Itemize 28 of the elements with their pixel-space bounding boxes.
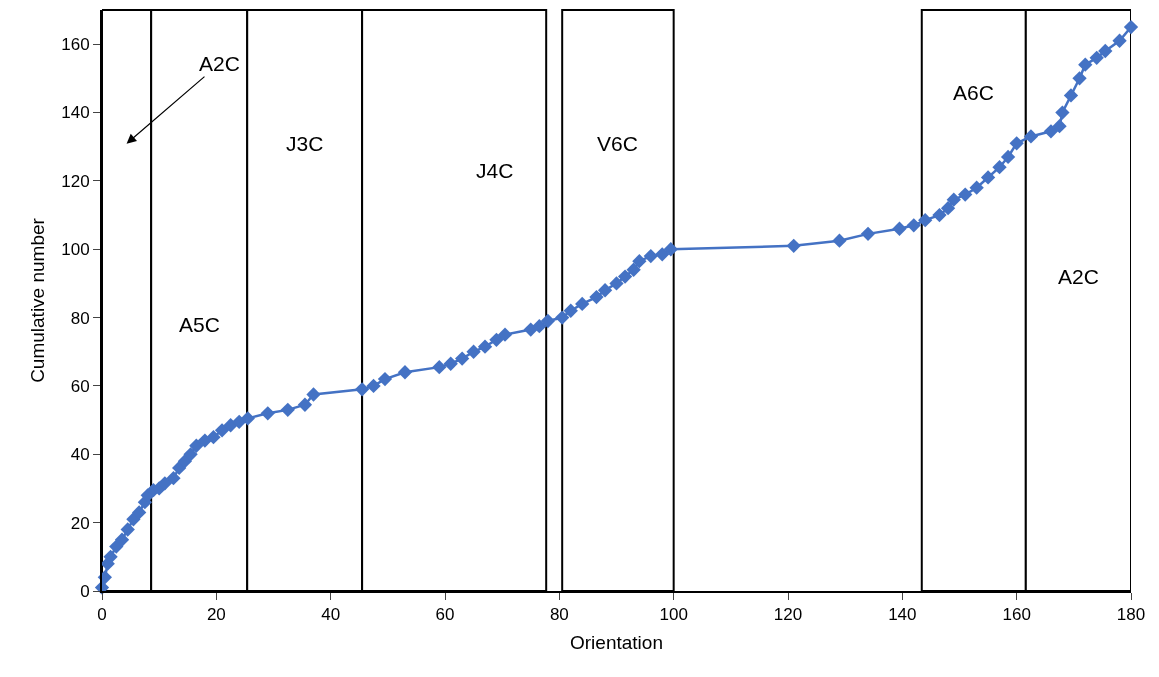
y-tick-label: 40 bbox=[70, 445, 90, 465]
x-tick-label: 120 bbox=[773, 605, 803, 625]
band-label: A2C bbox=[199, 52, 240, 75]
y-tick-label: 60 bbox=[70, 376, 90, 396]
y-tick-label: 100 bbox=[61, 240, 90, 260]
x-tick-label: 140 bbox=[888, 605, 917, 625]
y-tick-label: 0 bbox=[80, 581, 90, 601]
x-axis-title: Orientation bbox=[570, 631, 663, 653]
y-tick-label: 140 bbox=[61, 103, 90, 123]
band-label: A5C bbox=[179, 313, 220, 336]
y-tick-label: 20 bbox=[70, 513, 90, 533]
x-tick-label: 40 bbox=[321, 605, 341, 625]
x-tick-label: 60 bbox=[435, 605, 455, 625]
y-axis-title: Cumulative number bbox=[26, 217, 48, 383]
x-tick-label: 180 bbox=[1116, 605, 1146, 625]
x-tick-label: 100 bbox=[659, 605, 688, 625]
y-tick-label: 120 bbox=[61, 171, 90, 191]
x-tick-label: 80 bbox=[549, 605, 569, 625]
band-label: V6C bbox=[597, 132, 638, 155]
y-tick-label: 80 bbox=[70, 308, 90, 328]
x-tick-label: 20 bbox=[206, 605, 226, 625]
band-label: A6C bbox=[953, 81, 994, 104]
band-label: J4C bbox=[476, 159, 514, 182]
band-label: J3C bbox=[286, 132, 324, 155]
band-label: A2C bbox=[1058, 265, 1099, 288]
x-tick-label: 160 bbox=[1002, 605, 1031, 625]
y-tick-label: 160 bbox=[61, 35, 90, 55]
x-tick-label: 0 bbox=[97, 605, 107, 625]
